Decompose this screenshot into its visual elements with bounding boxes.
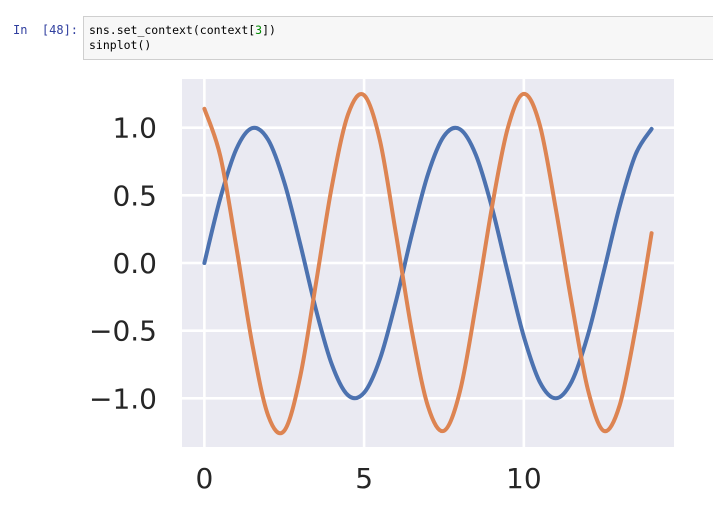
series-line-1	[202, 125, 654, 401]
code-text: sns.set_context(context[	[89, 23, 256, 37]
x-tick-label: 5	[355, 462, 373, 495]
x-tick-label: 0	[195, 462, 213, 495]
code-input[interactable]: sns.set_context(context[3]) sinplot()	[83, 16, 713, 60]
y-tick-label: 0.0	[112, 247, 157, 280]
y-tick-label: 0.5	[112, 179, 157, 212]
cell-output: 0 5 10 1.0 0.5 0.0 −0.5 −1.0	[83, 62, 713, 515]
code-line-2: sinplot()	[89, 38, 713, 53]
y-tick-label: −0.5	[89, 315, 157, 348]
code-number: 3	[255, 23, 263, 37]
sine-line-chart: 0 5 10 1.0 0.5 0.0 −0.5 −1.0	[89, 79, 674, 495]
y-tick-label: 1.0	[112, 112, 157, 145]
code-line-1: sns.set_context(context[3])	[89, 23, 713, 38]
input-prompt: In [48]:	[13, 23, 79, 37]
code-text: sinplot()	[89, 38, 152, 52]
code-text: ])	[262, 23, 276, 37]
series-line-2	[202, 91, 654, 436]
y-tick-label: −1.0	[89, 382, 157, 415]
x-tick-label: 10	[506, 462, 542, 495]
